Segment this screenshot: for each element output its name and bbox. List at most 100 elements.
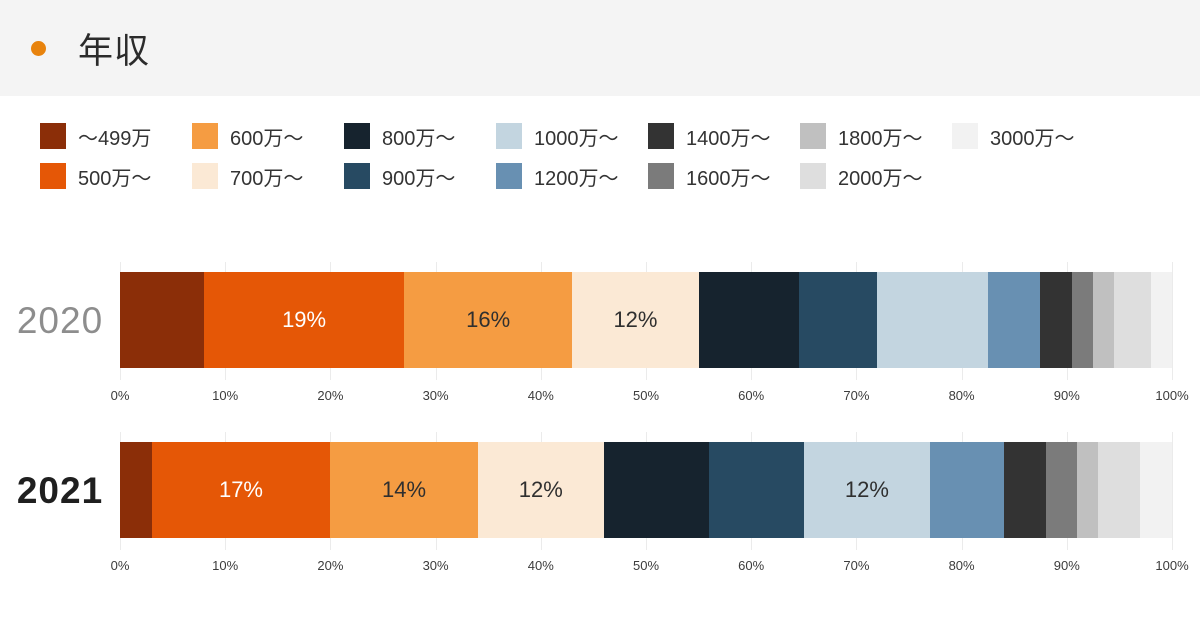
axis-tick-label: 50%	[632, 558, 660, 573]
legend-swatch-icon	[192, 123, 218, 149]
chart-legend: 〜499万 500万〜 600万〜 700万〜 800万〜 900万〜 1000万〜 1200…	[40, 116, 1200, 196]
axis-tick-label: 60%	[738, 388, 765, 403]
segment-value-label: 14%	[382, 477, 427, 502]
bar-segment-3000万〜	[1140, 442, 1173, 538]
legend-label: 700万〜	[230, 167, 304, 190]
axis-tick-label: 60%	[738, 558, 765, 573]
axis-tick-label: 90%	[1053, 388, 1080, 403]
legend-item-12: 2000万〜	[800, 162, 952, 191]
plot-area: 17% 14% 12% 12% 0% 10% 20% 30% 40% 50% 60% 70% 80% 90…	[111, 432, 1189, 576]
charts-area: 2020 19% 16% 12% 0% 10% 20% 30% 40% 50% 60% 70% 80% 9…	[0, 262, 1200, 576]
axis-tick-label: 20%	[317, 388, 344, 403]
year-label: 2020	[16, 300, 104, 341]
bar-segment-700万〜: 12%	[572, 272, 699, 368]
bar-segment-500万〜: 17%	[151, 442, 331, 538]
bar-segment-700万〜: 12%	[477, 442, 604, 538]
bar-segment-900万〜	[798, 272, 878, 368]
bar-segment-1400万〜	[1040, 272, 1073, 368]
legend-item-5: 800万〜	[344, 122, 496, 151]
axis-tick-label: 70%	[843, 388, 870, 403]
legend-item-3: 600万〜	[192, 122, 344, 151]
x-axis: 0% 10% 20% 30% 40% 50% 60% 70% 80% 90% 100%	[111, 382, 1189, 406]
plot-area: 19% 16% 12% 0% 10% 20% 30% 40% 50% 60% 70% 80% 90% 10…	[111, 262, 1189, 406]
bar-segment-800万〜	[698, 272, 799, 368]
legend-label: 600万〜	[230, 127, 304, 150]
segment-value-label: 12%	[613, 307, 658, 332]
stacked-bar-2021: 17% 14% 12% 12%	[120, 442, 1173, 538]
axis-tick-label: 30%	[422, 388, 449, 403]
chart-row-2021: 2021 17% 14% 12% 12% 0% 10% 20% 30% 40% 50% 60% 70% 8…	[0, 432, 1200, 576]
gridline	[1172, 262, 1173, 380]
legend-label: 1600万〜	[686, 167, 771, 190]
legend-item-1: 〜499万	[40, 122, 192, 151]
stacked-bar-2020: 19% 16% 12%	[120, 272, 1172, 368]
bar-segment-600万〜: 14%	[330, 442, 478, 538]
bar-segment-600万〜: 16%	[404, 272, 573, 368]
x-axis: 0% 10% 20% 30% 40% 50% 60% 70% 80% 90% 100%	[111, 552, 1189, 576]
axis-tick-label: 30%	[422, 558, 449, 573]
axis-tick-label: 20%	[317, 558, 344, 573]
bar-segment-3000万〜	[1150, 272, 1172, 368]
legend-label: 3000万〜	[990, 127, 1075, 150]
legend-label: 900万〜	[382, 167, 456, 190]
bar-segment-1600万〜	[1045, 442, 1078, 538]
bar-segment-2000万〜	[1098, 442, 1141, 538]
legend-label: 〜499万	[78, 127, 152, 150]
legend-swatch-icon	[648, 163, 674, 189]
bullet-icon	[31, 40, 46, 56]
axis-tick-label: 10%	[212, 388, 239, 403]
legend-swatch-icon	[40, 163, 66, 189]
legend-swatch-icon	[800, 163, 826, 189]
segment-value-label: 12%	[518, 477, 563, 502]
axis-tick-label: 40%	[527, 558, 554, 573]
page-title: 年収	[78, 31, 151, 71]
bar-segment-2000万〜	[1114, 272, 1151, 368]
legend-swatch-icon	[800, 123, 826, 149]
legend-item-4: 700万〜	[192, 162, 344, 191]
plot: 17% 14% 12% 12%	[120, 432, 1173, 550]
legend-label: 2000万〜	[838, 167, 923, 190]
segment-value-label: 17%	[218, 477, 263, 502]
segment-value-label: 19%	[282, 307, 327, 332]
segment-value-label: 16%	[466, 307, 511, 332]
bar-segment-1400万〜	[1003, 442, 1046, 538]
bar-segment-〜499万	[120, 272, 205, 368]
bar-segment-800万〜	[603, 442, 710, 538]
legend-item-7: 1000万〜	[496, 122, 648, 151]
bar-segment-1000万〜	[877, 272, 988, 368]
axis-tick-label: 100%	[1155, 388, 1189, 403]
axis-tick-label: 50%	[632, 388, 660, 403]
axis-tick-label: 80%	[948, 558, 975, 573]
legend-swatch-icon	[192, 163, 218, 189]
legend-item-10: 1600万〜	[648, 162, 800, 191]
bar-segment-1200万〜	[930, 442, 1004, 538]
legend-item-9: 1400万〜	[648, 122, 800, 151]
page-header: 年収	[0, 0, 1200, 96]
legend-swatch-icon	[496, 163, 522, 189]
gridline	[1172, 432, 1173, 550]
legend-label: 500万〜	[78, 167, 152, 190]
bar-segment-1200万〜	[987, 272, 1041, 368]
legend-swatch-icon	[40, 123, 66, 149]
axis-tick-label: 70%	[843, 558, 870, 573]
legend-item-11: 1800万〜	[800, 122, 952, 151]
bar-segment-〜499万	[120, 442, 152, 538]
legend-label: 1000万〜	[534, 127, 619, 150]
axis-tick-label: 0%	[110, 388, 130, 403]
segment-value-label: 12%	[844, 477, 889, 502]
legend-swatch-icon	[344, 123, 370, 149]
axis-tick-label: 40%	[527, 388, 554, 403]
bar-segment-1800万〜	[1077, 442, 1099, 538]
legend-swatch-icon	[952, 123, 978, 149]
legend-label: 1200万〜	[534, 167, 619, 190]
bar-segment-1800万〜	[1093, 272, 1115, 368]
legend-label: 800万〜	[382, 127, 456, 150]
axis-tick-label: 90%	[1053, 558, 1080, 573]
axis-tick-label: 80%	[948, 388, 975, 403]
legend-swatch-icon	[496, 123, 522, 149]
legend-swatch-icon	[344, 163, 370, 189]
bar-segment-500万〜: 19%	[204, 272, 405, 368]
axis-tick-label: 10%	[212, 558, 239, 573]
legend-label: 1400万〜	[686, 127, 771, 150]
legend-swatch-icon	[648, 123, 674, 149]
